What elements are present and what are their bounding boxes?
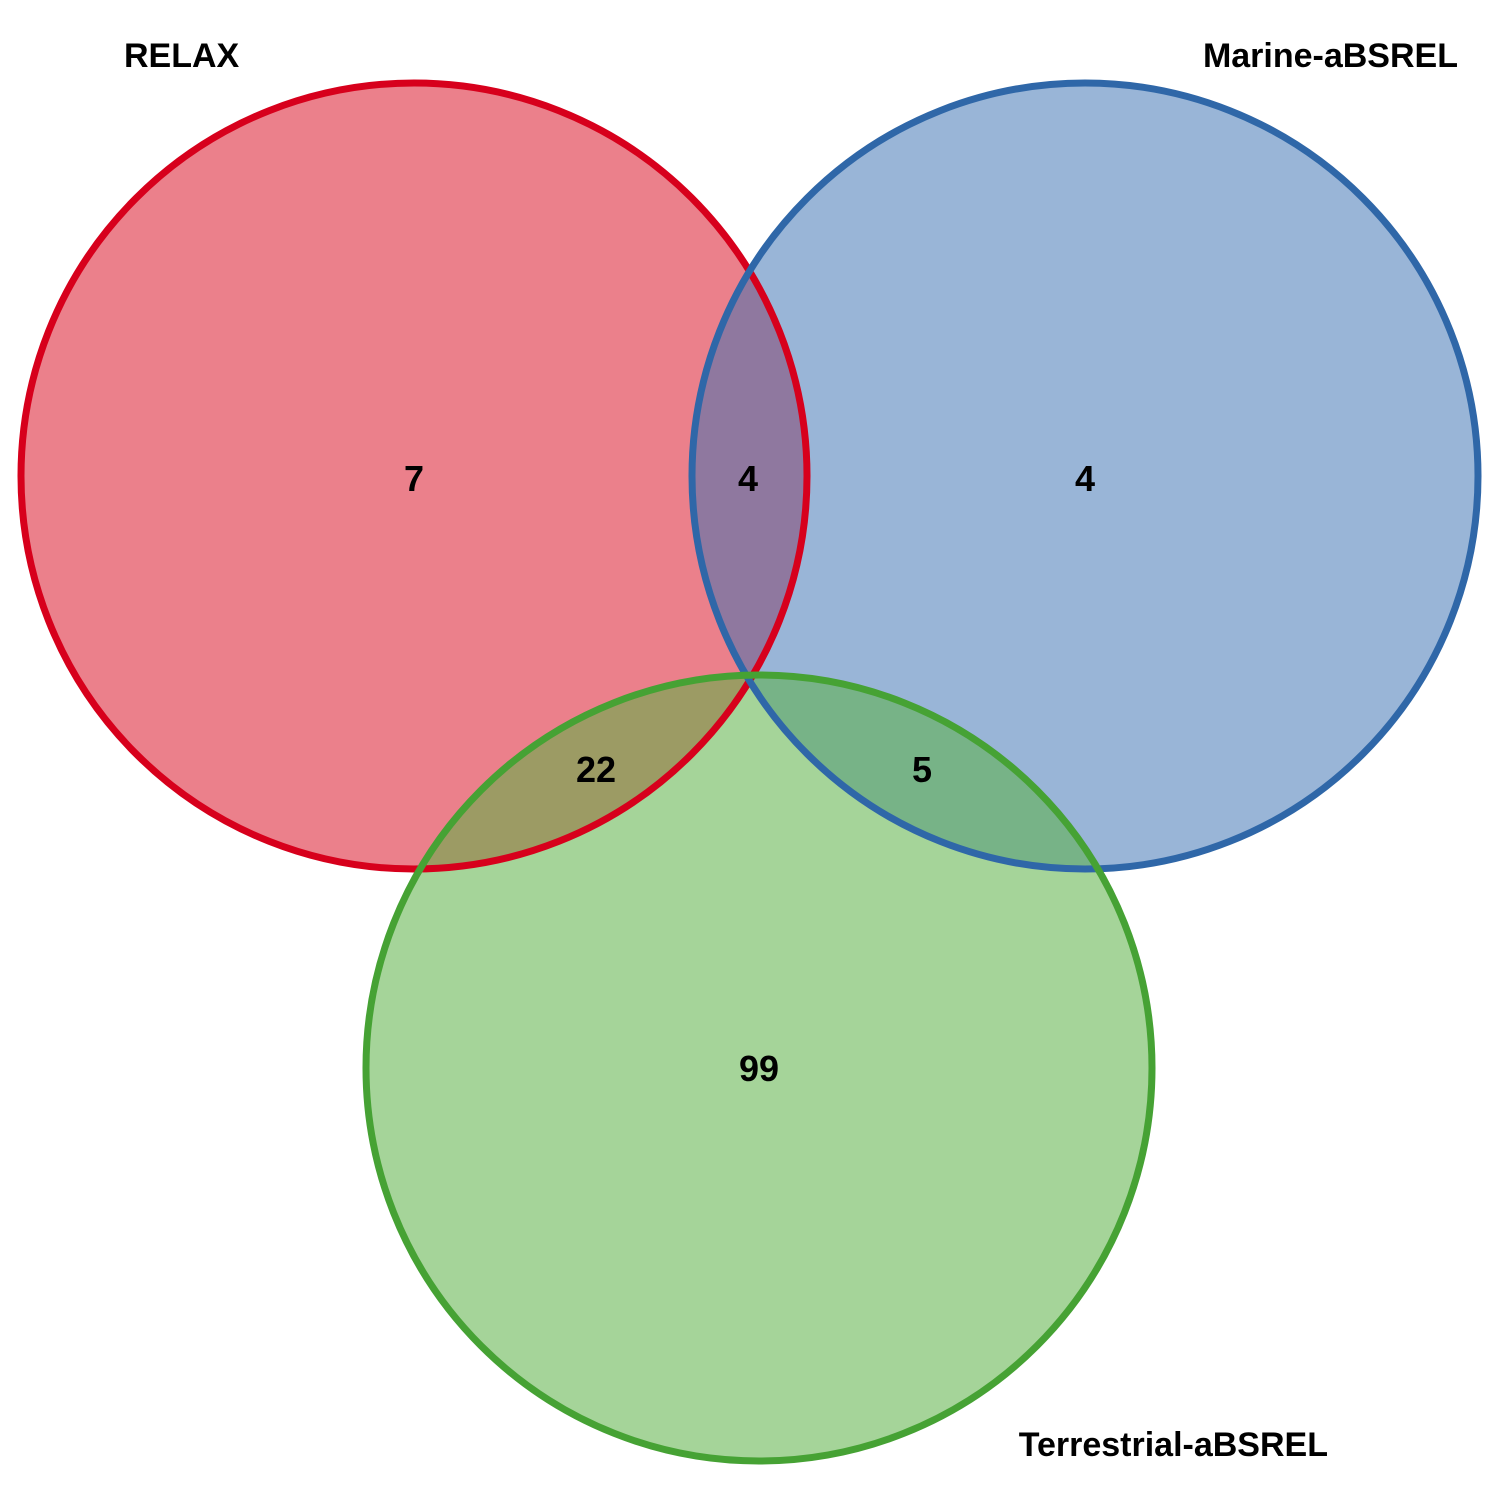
terrestrial-circle-outline — [362, 671, 1156, 1465]
relax-circle-outline — [17, 79, 811, 873]
set-label-terrestrial: Terrestrial-aBSREL — [1019, 1426, 1328, 1464]
count-terrestrial-only: 99 — [739, 1048, 779, 1089]
marine-circle-fill — [692, 83, 1478, 869]
set-label-marine: Marine-aBSREL — [1203, 37, 1458, 75]
terrestrial-circle-fill — [366, 675, 1152, 1461]
marine-circle-outline — [688, 79, 1482, 873]
count-marine-terrestrial: 5 — [912, 749, 932, 790]
count-marine-only: 4 — [1075, 458, 1095, 499]
count-relax-only: 7 — [404, 458, 424, 499]
set-label-relax: RELAX — [124, 37, 240, 75]
count-relax-terrestrial: 22 — [576, 749, 616, 790]
relax-circle-fill — [21, 83, 807, 869]
count-relax-marine: 4 — [738, 458, 758, 499]
